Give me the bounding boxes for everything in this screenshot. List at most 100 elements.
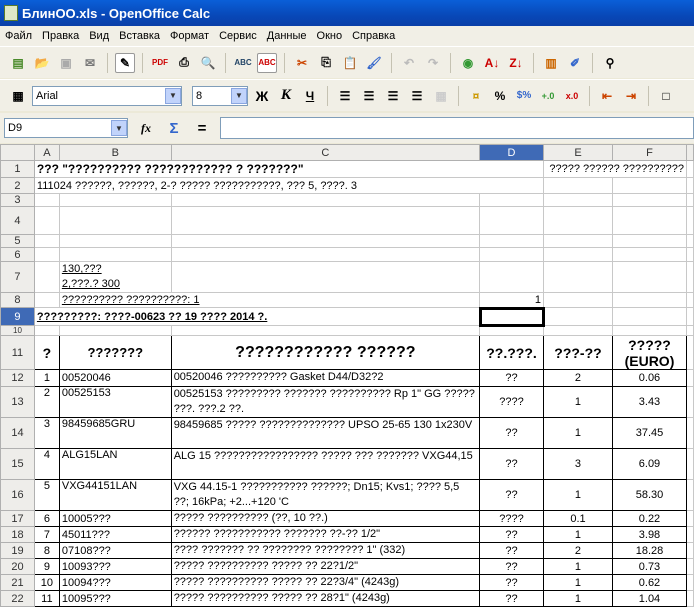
chevron-down-icon[interactable]: ▼	[231, 87, 247, 104]
count-label-cell[interactable]: ?????????? ??????????: 1	[58, 292, 481, 308]
chevron-down-icon[interactable]: ▼	[165, 87, 181, 104]
column-header-c[interactable]: C	[170, 144, 481, 161]
select-all-corner[interactable]	[0, 144, 35, 161]
item-name-cell[interactable]: ALG 15 ????????????????? ????? ??? ?????…	[170, 448, 481, 480]
align-center-icon[interactable]: ☰	[363, 88, 375, 103]
item-qty-cell[interactable]: 1	[543, 386, 613, 418]
item-num-cell[interactable]: 1	[33, 369, 60, 387]
navigator-icon[interactable]: ◉	[462, 55, 474, 70]
item-qty-cell[interactable]: 2	[543, 542, 613, 559]
note-cell[interactable]: 130,??? 2,???.? 300	[58, 261, 172, 293]
column-header-e[interactable]: E	[543, 144, 613, 161]
chevron-down-icon[interactable]: ▼	[111, 120, 127, 136]
company-name-cell[interactable]: ??? "?????????? ???????????? ? ???????"	[33, 160, 545, 178]
item-num-cell[interactable]: 7	[33, 526, 60, 543]
underline-button[interactable]: Ч	[305, 88, 315, 103]
print-icon[interactable]: ⎙	[179, 55, 189, 69]
print-preview-icon[interactable]: 🔍	[200, 55, 216, 70]
paste-icon[interactable]: 📋	[342, 55, 358, 70]
item-code-cell[interactable]: 07108???	[58, 542, 172, 559]
open-icon[interactable]: 📂	[34, 55, 50, 70]
item-num-cell[interactable]: 10	[33, 574, 60, 591]
item-qty-cell[interactable]: 1	[543, 590, 613, 607]
item-code-cell[interactable]: 00520046	[58, 369, 172, 387]
sort-ascending-icon[interactable]: A↓	[484, 55, 500, 70]
item-num-cell[interactable]: 5	[33, 479, 60, 511]
column-header-a[interactable]: A	[33, 144, 60, 161]
font-name-combo[interactable]: Arial ▼	[32, 85, 182, 106]
menu-file[interactable]: Файл	[5, 30, 33, 42]
currency-icon[interactable]: ¤	[472, 88, 480, 103]
item-price-cell[interactable]: 37.45	[611, 417, 687, 449]
item-price-cell[interactable]: 0.06	[611, 369, 687, 387]
justify-icon[interactable]: ☰	[411, 88, 423, 103]
item-price-cell[interactable]: 0.62	[611, 574, 687, 591]
menu-format[interactable]: Формат	[170, 30, 210, 42]
count-value-cell[interactable]: 1	[479, 292, 544, 308]
redo-icon[interactable]: ↷	[427, 55, 439, 70]
row-header[interactable]: 11	[0, 335, 35, 370]
row-header[interactable]: 20	[0, 558, 35, 575]
decrease-indent-icon[interactable]: ⇤	[601, 88, 613, 103]
edit-mode-icon[interactable]: ✎	[115, 52, 135, 73]
column-header-f[interactable]: F	[611, 144, 687, 161]
header-right-cell[interactable]: ????? ?????? ??????????	[543, 160, 687, 178]
delete-decimal-icon[interactable]: x.0	[565, 90, 579, 101]
percent-icon[interactable]: %	[494, 88, 506, 103]
invoice-title-cell[interactable]: ?????????: ????-00623 ?? 19 ???? 2014 ?.	[33, 307, 481, 326]
item-unit-cell[interactable]: ??	[479, 542, 544, 559]
item-num-cell[interactable]: 3	[33, 417, 60, 449]
menu-edit[interactable]: Правка	[42, 30, 80, 42]
align-left-icon[interactable]: ☰	[339, 88, 351, 103]
item-code-cell[interactable]: 00525153	[58, 386, 172, 418]
item-price-cell[interactable]: 18.28	[611, 542, 687, 559]
item-name-cell[interactable]: ????? ?????????? ????? ?? 28?1" (4243g)	[170, 590, 481, 607]
item-code-cell[interactable]: 10093???	[58, 558, 172, 575]
row-header[interactable]: 15	[0, 448, 35, 480]
item-price-cell[interactable]: 3.98	[611, 526, 687, 543]
borders-icon[interactable]: □	[662, 88, 670, 103]
item-name-cell[interactable]: 98459685 ????? ?????????????? UPSO 25-65…	[170, 417, 481, 449]
styles-icon[interactable]: ▦	[12, 88, 24, 103]
item-name-cell[interactable]: VXG 44.15-1 ??????????? ??????; Dn15; Kv…	[170, 479, 481, 511]
item-price-cell[interactable]: 0.73	[611, 558, 687, 575]
row-header[interactable]: 2	[0, 177, 35, 194]
save-icon[interactable]: ▣	[60, 55, 72, 70]
autospellcheck-icon[interactable]: ABC	[257, 52, 277, 73]
new-icon[interactable]: ▤	[12, 55, 24, 70]
row-header[interactable]: 16	[0, 479, 35, 511]
spreadsheet-grid[interactable]: A B C D E F 1??? "?????????? ???????????…	[0, 144, 694, 607]
item-name-cell[interactable]: ????? ?????????? (??, 10 ??.)	[170, 510, 481, 527]
item-unit-cell[interactable]: ??	[479, 479, 544, 511]
sum-icon[interactable]: Σ	[169, 119, 179, 137]
row-header[interactable]: 17	[0, 510, 35, 527]
item-name-cell[interactable]: 00520046 ?????????? Gasket D44/D32?2	[170, 369, 481, 387]
item-unit-cell[interactable]: ????	[479, 510, 544, 527]
row-header[interactable]: 22	[0, 590, 35, 607]
item-unit-cell[interactable]: ??	[479, 417, 544, 449]
item-code-cell[interactable]: 98459685GRU	[58, 417, 172, 449]
merge-cells-icon[interactable]: ▦	[435, 88, 447, 103]
item-unit-cell[interactable]: ??	[479, 369, 544, 387]
item-num-cell[interactable]: 11	[33, 590, 60, 607]
item-name-cell[interactable]: ???? ??????? ?? ???????? ???????? 1" (33…	[170, 542, 481, 559]
chart-icon[interactable]: ▥	[545, 55, 557, 70]
item-name-cell[interactable]: ????? ?????????? ????? ?? 22?1/2"	[170, 558, 481, 575]
menu-tools[interactable]: Сервис	[219, 30, 257, 42]
item-unit-cell[interactable]: ??	[479, 448, 544, 480]
row-header[interactable]: 9	[0, 307, 35, 326]
item-unit-cell[interactable]: ????	[479, 386, 544, 418]
row-header[interactable]: 14	[0, 417, 35, 449]
address-cell[interactable]: 111024 ??????, ??????, 2-? ????? ???????…	[33, 177, 545, 194]
add-decimal-icon[interactable]: +.0	[541, 90, 555, 101]
formula-input[interactable]	[220, 117, 694, 139]
item-qty-cell[interactable]: 3	[543, 448, 613, 480]
row-header[interactable]: 12	[0, 369, 35, 387]
copy-icon[interactable]: ⎘	[321, 55, 331, 69]
item-qty-cell[interactable]: 1	[543, 479, 613, 511]
item-unit-cell[interactable]: ??	[479, 574, 544, 591]
row-header[interactable]: 6	[0, 247, 35, 262]
active-cell-d9[interactable]	[478, 306, 545, 327]
row-header[interactable]: 1	[0, 160, 35, 178]
row-header[interactable]: 18	[0, 526, 35, 543]
